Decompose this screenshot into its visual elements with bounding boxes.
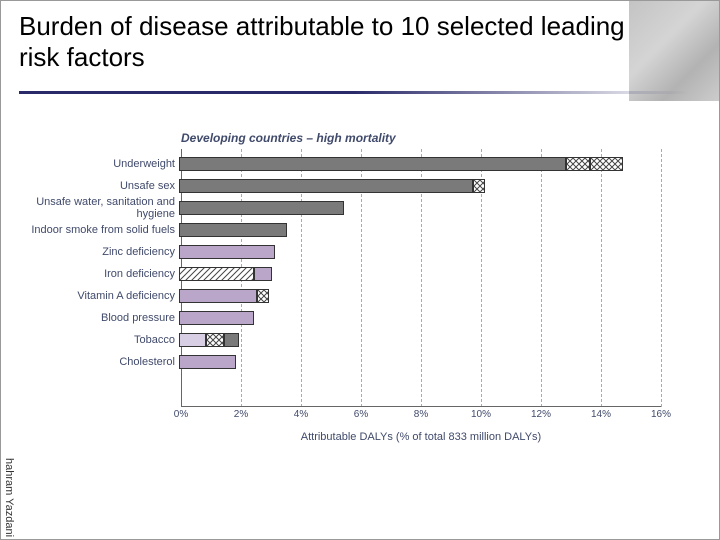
x-axis-title: Attributable DALYs (% of total 833 milli… (181, 431, 661, 443)
bar-segment (179, 355, 236, 369)
x-axis (181, 406, 661, 407)
bar-segment (590, 157, 623, 171)
chart-row: Iron deficiency (31, 263, 671, 285)
bar-segment (179, 179, 473, 193)
category-label: Indoor smoke from solid fuels (31, 224, 179, 236)
category-label: Iron deficiency (31, 268, 179, 280)
slide: Burden of disease attributable to 10 sel… (0, 0, 720, 540)
chart-plot: Underweight Unsafe sex Unsafe water, sanit… (31, 149, 671, 429)
chart-row: Indoor smoke from solid fuels (31, 219, 671, 241)
bar-track (179, 157, 661, 171)
chart-row: Unsafe water, sanitation and hygiene (31, 197, 671, 219)
chart-row: Cholesterol (31, 351, 671, 373)
bar-track (179, 179, 661, 193)
bar-track (179, 355, 661, 369)
bar-track (179, 267, 661, 281)
category-label: Vitamin A deficiency (31, 290, 179, 302)
bar-segment (473, 179, 485, 193)
x-tick-label: 8% (414, 409, 428, 420)
bar-track (179, 311, 661, 325)
bar-segment (566, 157, 590, 171)
chart-row: Tobacco (31, 329, 671, 351)
page-title: Burden of disease attributable to 10 sel… (19, 11, 659, 73)
bar-segment (179, 311, 254, 325)
chart-row: Underweight (31, 153, 671, 175)
x-tick-label: 0% (174, 409, 188, 420)
chart-rows: Underweight Unsafe sex Unsafe water, sanit… (31, 153, 671, 373)
bar-segment (224, 333, 239, 347)
category-label: Zinc deficiency (31, 246, 179, 258)
bar-segment (206, 333, 224, 347)
category-label: Unsafe water, sanitation and hygiene (31, 196, 179, 220)
author-credit: hahram Yazdani (3, 458, 15, 537)
x-tick-label: 14% (591, 409, 611, 420)
bar-track (179, 201, 661, 215)
bar-track (179, 245, 661, 259)
x-tick-label: 16% (651, 409, 671, 420)
bar-segment (179, 245, 275, 259)
chart-row: Vitamin A deficiency (31, 285, 671, 307)
title-underline (19, 91, 689, 94)
x-tick-label: 6% (354, 409, 368, 420)
bar-segment (179, 333, 206, 347)
x-tick-label: 4% (294, 409, 308, 420)
bar-segment (179, 157, 566, 171)
chart-row: Blood pressure (31, 307, 671, 329)
chart-row: Zinc deficiency (31, 241, 671, 263)
bar-segment (179, 289, 257, 303)
x-ticks: 0%2%4%6%8%10%12%14%16% (181, 409, 661, 429)
chart-row: Unsafe sex (31, 175, 671, 197)
category-label: Underweight (31, 158, 179, 170)
category-label: Cholesterol (31, 356, 179, 368)
bar-segment (179, 201, 344, 215)
x-tick-label: 12% (531, 409, 551, 420)
chart-subtitle: Developing countries – high mortality (181, 131, 671, 145)
x-tick-label: 10% (471, 409, 491, 420)
bar-segment (179, 267, 254, 281)
x-tick-label: 2% (234, 409, 248, 420)
bar-segment (179, 223, 287, 237)
bar-segment (257, 289, 269, 303)
title-box: Burden of disease attributable to 10 sel… (19, 11, 659, 73)
category-label: Unsafe sex (31, 180, 179, 192)
category-label: Blood pressure (31, 312, 179, 324)
bar-track (179, 223, 661, 237)
bar-segment (254, 267, 272, 281)
bar-track (179, 289, 661, 303)
category-label: Tobacco (31, 334, 179, 346)
bar-track (179, 333, 661, 347)
chart: Developing countries – high mortality Un… (31, 131, 671, 461)
